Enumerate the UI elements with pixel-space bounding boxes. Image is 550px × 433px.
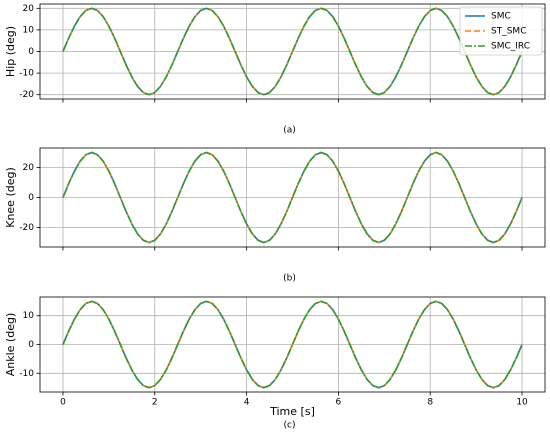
y-tick-label: 0 [28,193,34,203]
y-tick-label: 20 [23,163,35,173]
y-tick-label: 0 [28,340,34,350]
y-tick-label: 0 [28,47,34,57]
series-line [62,7,523,96]
x-tick-label: 4 [244,398,250,408]
y-tick-label: 20 [23,4,35,14]
x-tick-label: 0 [60,398,66,408]
axes-frame [39,296,546,393]
legend-label: SMC_IRC [491,42,530,52]
axes-frame [39,147,546,248]
legend-label: SMC [491,12,511,22]
y-tick-label: -20 [19,223,34,233]
y-tick-label: 10 [23,25,35,35]
x-tick-label: 6 [336,398,342,408]
x-tick-label: 8 [427,398,433,408]
series-line [62,300,523,389]
legend-box [459,6,543,56]
x-axis-label: Time [s] [269,405,315,418]
legend-label: ST_SMC [491,27,526,37]
caption: (c) [284,421,296,431]
caption: (a) [283,126,296,136]
y-tick-label: -10 [19,369,34,379]
x-tick-label: 10 [516,398,528,408]
caption: (b) [283,274,296,284]
y-tick-label: 10 [23,311,35,321]
y-axis-label: Knee (deg) [4,167,17,228]
y-axis-label: Hip (deg) [4,26,17,77]
y-axis-label: Ankle (deg) [4,313,17,377]
x-tick-label: 2 [152,398,158,408]
axes-frame [39,3,546,100]
y-tick-label: -10 [19,69,34,79]
y-tick-label: -20 [19,90,34,100]
series-line [62,151,523,244]
